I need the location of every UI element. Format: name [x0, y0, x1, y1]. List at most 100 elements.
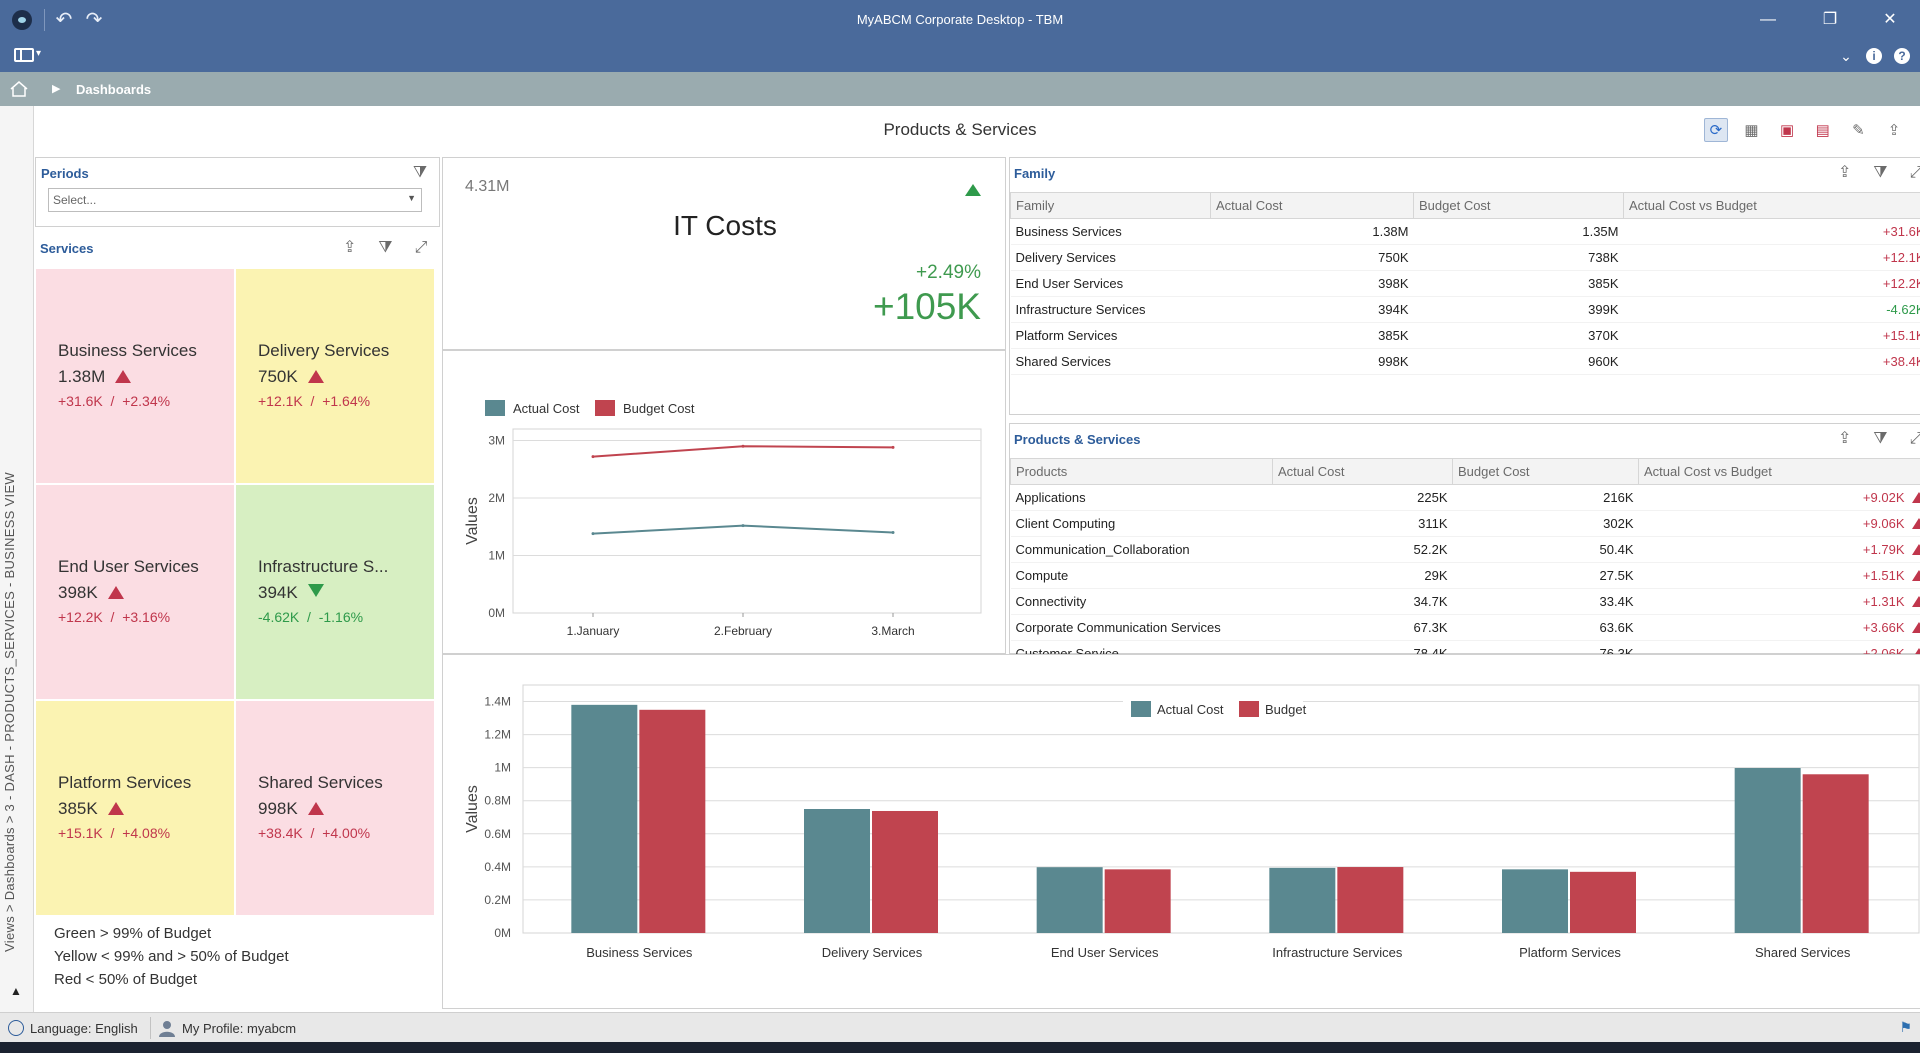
- family-title: Family: [1014, 166, 1056, 181]
- os-taskbar: [0, 1042, 1920, 1053]
- maximize-icon[interactable]: ⤢: [1909, 430, 1920, 447]
- service-tile[interactable]: Shared Services 998K +38.4K / +4.00%: [235, 700, 435, 916]
- chevron-down-icon[interactable]: ▾: [36, 48, 42, 59]
- cell-budget: 27.5K: [1452, 562, 1639, 589]
- legend-swatch: [1239, 701, 1259, 717]
- minimize-button[interactable]: —: [1760, 11, 1776, 28]
- cell-text: +9.02K: [1862, 490, 1905, 505]
- service-tile[interactable]: Infrastructure S... 394K -4.62K / -1.16%: [235, 484, 435, 700]
- y-tick-label: 0.8M: [484, 794, 511, 808]
- bar-chart[interactable]: 0M 0.2M 0.4M 0.6M 0.8M 1M 1.2M 1.4M Values Busine…: [443, 655, 1920, 1008]
- table-row[interactable]: Infrastructure Services 394K 399K -4.62K: [1010, 296, 1920, 323]
- series-point: [741, 524, 745, 528]
- grid-layout-icon[interactable]: ▦: [1744, 122, 1759, 139]
- table-row[interactable]: End User Services 398K 385K +12.2K: [1010, 270, 1920, 297]
- export-icon[interactable]: ⇪: [343, 239, 357, 256]
- service-tile[interactable]: End User Services 398K +12.2K / +3.16%: [35, 484, 235, 700]
- column-header[interactable]: Budget Cost: [1413, 192, 1624, 219]
- table-row[interactable]: Applications 225K 216K +9.02K: [1010, 484, 1920, 511]
- column-header[interactable]: Products: [1010, 458, 1273, 485]
- column-header[interactable]: Actual Cost: [1272, 458, 1453, 485]
- refresh-icon[interactable]: ⟳: [1703, 118, 1728, 142]
- undo-icon[interactable]: ↶: [55, 9, 73, 31]
- periods-dropdown[interactable]: Select... ▼: [48, 188, 422, 212]
- cell-variance: +3.66K: [1638, 614, 1920, 641]
- cell-name: Platform Services: [1010, 322, 1211, 349]
- table-row[interactable]: Connectivity 34.7K 33.4K +1.31K: [1010, 588, 1920, 615]
- column-header[interactable]: Budget Cost: [1452, 458, 1639, 485]
- chevron-down-icon[interactable]: ⌄: [1840, 48, 1852, 64]
- kpi-card[interactable]: 4.31M IT Costs +2.49% +105K: [442, 157, 1006, 350]
- bar-chart-panel: 0M 0.2M 0.4M 0.6M 0.8M 1M 1.2M 1.4M Values Busine…: [442, 654, 1920, 1009]
- close-button[interactable]: ✕: [1883, 11, 1897, 28]
- cell-text: 33.4K: [1599, 594, 1634, 609]
- side-nav-path[interactable]: Views > Dashboards > 3 - DASH - PRODUCTS…: [2, 472, 17, 952]
- maximize-icon[interactable]: ⤢: [414, 239, 428, 256]
- cell-text: 216K: [1603, 490, 1634, 505]
- service-tile[interactable]: Delivery Services 750K +12.1K / +1.64%: [235, 268, 435, 484]
- export-icon[interactable]: ⇪: [1838, 430, 1852, 447]
- line-chart[interactable]: Actual Cost Budget Cost 0M 1M 2M 3M 1.January 2…: [443, 351, 1005, 653]
- cell-text: Applications: [1015, 490, 1086, 505]
- breadcrumb-dashboards[interactable]: Dashboards: [76, 82, 152, 97]
- edit-icon[interactable]: ✎: [1852, 122, 1865, 139]
- profile-status[interactable]: My Profile: myabcm: [182, 1021, 297, 1036]
- legend-swatch: [1131, 701, 1151, 717]
- breadcrumb-arrow-icon: ▶: [52, 83, 61, 95]
- cell-text: +15.1K: [1882, 328, 1920, 343]
- restore-button[interactable]: ❐: [1822, 11, 1838, 28]
- menu-icon[interactable]: [14, 48, 34, 62]
- home-icon[interactable]: [10, 81, 28, 97]
- help-icon[interactable]: ?: [1894, 48, 1910, 64]
- maximize-icon[interactable]: ⤢: [1909, 164, 1920, 181]
- y-tick-label: 0M: [494, 926, 511, 940]
- clear-filter-icon[interactable]: ⧩: [1873, 164, 1888, 181]
- info-icon[interactable]: i: [1866, 48, 1882, 64]
- tile-value-text: 398K: [58, 583, 98, 602]
- column-header[interactable]: Actual Cost vs Budget: [1638, 458, 1920, 485]
- language-status[interactable]: Language: English: [30, 1021, 138, 1036]
- table-row[interactable]: Compute 29K 27.5K +1.51K: [1010, 562, 1920, 589]
- dashboard-toolbar: ⟳ ▦ ▣ ▤ ✎ ⇪: [1696, 118, 1906, 144]
- table-row[interactable]: Business Services 1.38M 1.35M +31.6K: [1010, 218, 1920, 245]
- save-icon[interactable]: ▣: [1780, 122, 1795, 139]
- family-table: Family Actual Cost Budget Cost Actual Cost …: [1010, 192, 1920, 375]
- table-row[interactable]: Corporate Communication Services 67.3K 63.…: [1010, 614, 1920, 641]
- service-tile[interactable]: Business Services 1.38M +31.6K / +2.34%: [35, 268, 235, 484]
- clear-filter-icon[interactable]: ⧩: [378, 239, 393, 256]
- column-header[interactable]: Actual Cost vs Budget: [1623, 192, 1920, 219]
- collapse-up-icon[interactable]: ▲: [10, 984, 22, 998]
- export-icon[interactable]: ⇪: [1887, 122, 1901, 139]
- clear-filter-icon[interactable]: ⧩: [1873, 430, 1888, 447]
- cell-actual: 29K: [1272, 562, 1453, 589]
- column-header[interactable]: Family: [1010, 192, 1211, 219]
- cell-name: Business Services: [1010, 218, 1211, 245]
- tile-name: Shared Services: [258, 773, 383, 792]
- window-title: MyABCM Corporate Desktop - TBM: [856, 12, 1064, 27]
- globe-icon[interactable]: [8, 1020, 24, 1036]
- cell-name: Infrastructure Services: [1010, 296, 1211, 323]
- table-row[interactable]: Communication_Collaboration 52.2K 50.4K +1.…: [1010, 536, 1920, 563]
- chevron-down-icon[interactable]: ▼: [407, 193, 416, 203]
- table-row[interactable]: Delivery Services 750K 738K +12.1K: [1010, 244, 1920, 271]
- table-row[interactable]: Client Computing 311K 302K +9.06K: [1010, 510, 1920, 537]
- save-as-icon[interactable]: ▤: [1815, 122, 1830, 139]
- table-row[interactable]: Shared Services 998K 960K +38.4K: [1010, 348, 1920, 375]
- cell-variance: +1.51K: [1638, 562, 1920, 589]
- arrow-up-icon: [115, 370, 132, 383]
- clear-filter-icon[interactable]: ⧩: [412, 164, 428, 181]
- cell-budget: 302K: [1452, 510, 1639, 537]
- bar: [872, 810, 938, 933]
- app-logo-icon[interactable]: [12, 10, 32, 30]
- user-icon[interactable]: [158, 1019, 176, 1037]
- y-tick-label: 0.4M: [484, 860, 511, 874]
- redo-icon[interactable]: ↷: [85, 9, 103, 31]
- cell-variance: +1.79K: [1638, 536, 1920, 563]
- cell-text: 27.5K: [1599, 568, 1634, 583]
- table-row[interactable]: Platform Services 385K 370K +15.1K: [1010, 322, 1920, 349]
- column-header[interactable]: Actual Cost: [1210, 192, 1414, 219]
- export-icon[interactable]: ⇪: [1838, 164, 1852, 181]
- cell-text: 50.4K: [1599, 542, 1634, 557]
- cell-text: Compute: [1015, 568, 1069, 583]
- service-tile[interactable]: Platform Services 385K +15.1K / +4.08%: [35, 700, 235, 916]
